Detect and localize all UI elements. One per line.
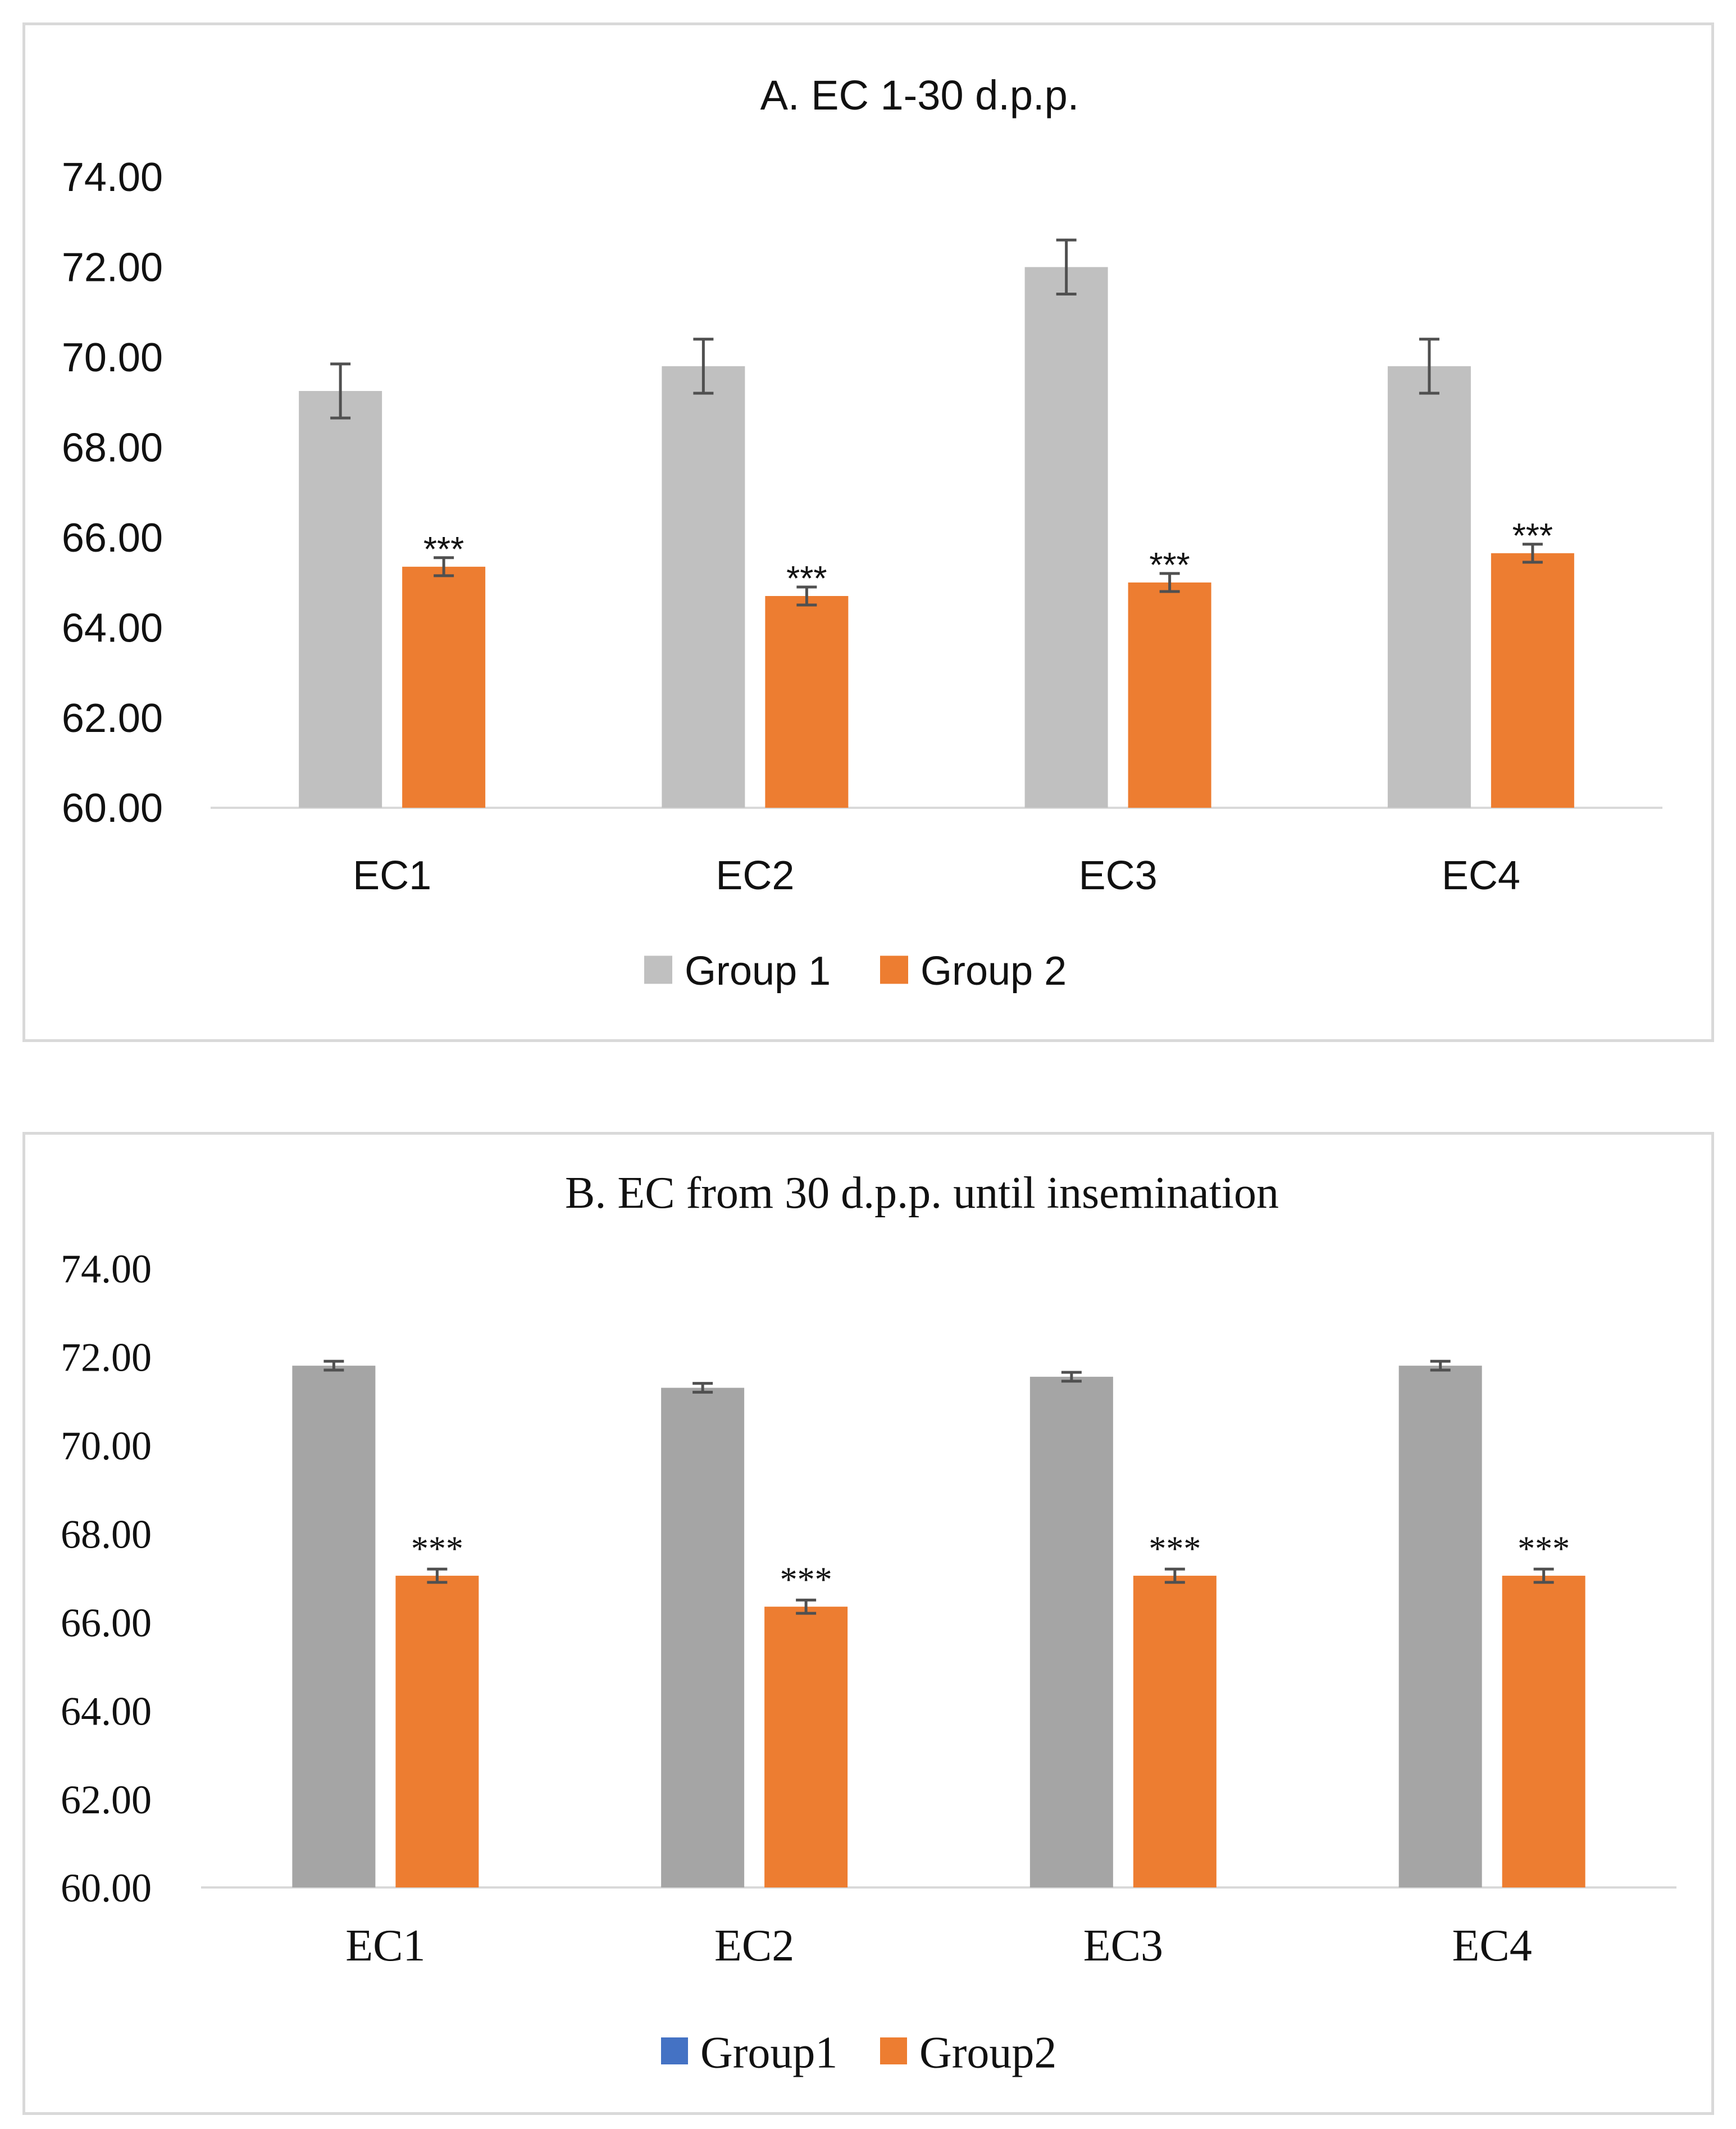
- chart-a-significance-label: ***: [1512, 517, 1553, 556]
- chart-a-y-tick-label: 68.00: [62, 425, 163, 470]
- chart-a-category-label: EC4: [1442, 853, 1520, 898]
- chart-a-significance-label: ***: [786, 559, 827, 598]
- chart-b-y-tick-label: 72.00: [61, 1335, 152, 1380]
- chart-b-significance-label: ***: [1149, 1530, 1201, 1568]
- chart-a-title: A. EC 1-30 d.p.p.: [760, 72, 1079, 119]
- chart-b-title: B. EC from 30 d.p.p. until insemination: [565, 1168, 1279, 1218]
- chart-b-significance-label: ***: [1518, 1530, 1570, 1568]
- chart-b-legend-label-2: Group2: [919, 2028, 1056, 2078]
- chart-b-bar-group1-ec2: [661, 1388, 745, 1887]
- chart-b-y-tick-label: 62.00: [61, 1777, 152, 1822]
- chart-b-category-label: EC3: [1083, 1921, 1163, 1971]
- chart-b-category-label: EC2: [714, 1921, 794, 1971]
- chart-b-y-tick-label: 64.00: [61, 1689, 152, 1734]
- chart-a-category-label: EC1: [353, 853, 431, 898]
- chart-b-bar-group2-ec3: [1133, 1576, 1216, 1887]
- chart-a-bar-group2-ec3: [1128, 582, 1211, 808]
- chart-a-significance-label: ***: [1149, 546, 1190, 585]
- chart-b-y-tick-label: 60.00: [61, 1866, 152, 1910]
- chart-a-y-tick-label: 72.00: [62, 245, 163, 290]
- chart-b-y-tick-label: 74.00: [61, 1247, 152, 1291]
- chart-b-bar-group1-ec3: [1029, 1376, 1113, 1887]
- chart-b-bar-group1-ec1: [292, 1366, 376, 1887]
- chart-panel-b: B. EC from 30 d.p.p. until insemination 6…: [22, 1132, 1714, 2115]
- chart-a-legend-swatch-2: [880, 956, 908, 984]
- chart-a-bar-group2-ec4: [1491, 553, 1574, 808]
- chart-a-category-label: EC3: [1079, 853, 1158, 898]
- chart-b-svg: B. EC from 30 d.p.p. until insemination 6…: [61, 1168, 1676, 2078]
- chart-b-legend-swatch-1: [661, 2037, 688, 2064]
- chart-a-y-tick-label: 70.00: [62, 335, 163, 380]
- chart-b-bar-group2-ec4: [1502, 1576, 1585, 1887]
- chart-b-significance-label: ***: [780, 1561, 832, 1599]
- chart-a-legend-label-2: Group 2: [921, 949, 1067, 994]
- chart-a-bar-group1-ec3: [1024, 267, 1108, 808]
- chart-a-y-tick-label: 66.00: [62, 516, 163, 561]
- chart-a-significance-label: ***: [423, 530, 464, 569]
- chart-b-legend-swatch-2: [880, 2037, 907, 2064]
- chart-a-y-tick-label: 60.00: [62, 786, 163, 831]
- chart-panel-a: A. EC 1-30 d.p.p. 60.00 62.00 64.00 66.00 68.…: [22, 22, 1714, 1042]
- chart-b-bar-group2-ec1: [395, 1576, 479, 1887]
- chart-a-y-tick-label: 62.00: [62, 696, 163, 741]
- chart-b-y-tick-label: 70.00: [61, 1423, 152, 1468]
- chart-a-legend-label-1: Group 1: [685, 949, 831, 994]
- chart-a-bar-group1-ec1: [299, 391, 382, 808]
- chart-b-category-label: EC4: [1452, 1921, 1532, 1971]
- chart-a-bar-group1-ec4: [1387, 366, 1471, 808]
- chart-a-svg: A. EC 1-30 d.p.p. 60.00 62.00 64.00 66.00 68.…: [62, 72, 1662, 994]
- chart-a-bar-group1-ec2: [662, 366, 745, 808]
- chart-b-y-tick-label: 68.00: [61, 1512, 152, 1557]
- chart-a-category-label: EC2: [716, 853, 794, 898]
- chart-a-legend-swatch-1: [644, 956, 672, 984]
- chart-b-y-tick-label: 66.00: [61, 1600, 152, 1645]
- chart-b-bar-group2-ec2: [764, 1607, 848, 1887]
- chart-a-bar-group2-ec1: [402, 566, 486, 808]
- chart-b-bar-group1-ec4: [1398, 1366, 1482, 1887]
- chart-b-legend-label-1: Group1: [700, 2028, 837, 2078]
- chart-a-bar-group2-ec2: [765, 595, 849, 808]
- chart-a-y-tick-label: 64.00: [62, 606, 163, 650]
- chart-a-y-tick-label: 74.00: [62, 155, 163, 200]
- chart-b-significance-label: ***: [411, 1530, 463, 1568]
- chart-b-category-label: EC1: [345, 1921, 425, 1971]
